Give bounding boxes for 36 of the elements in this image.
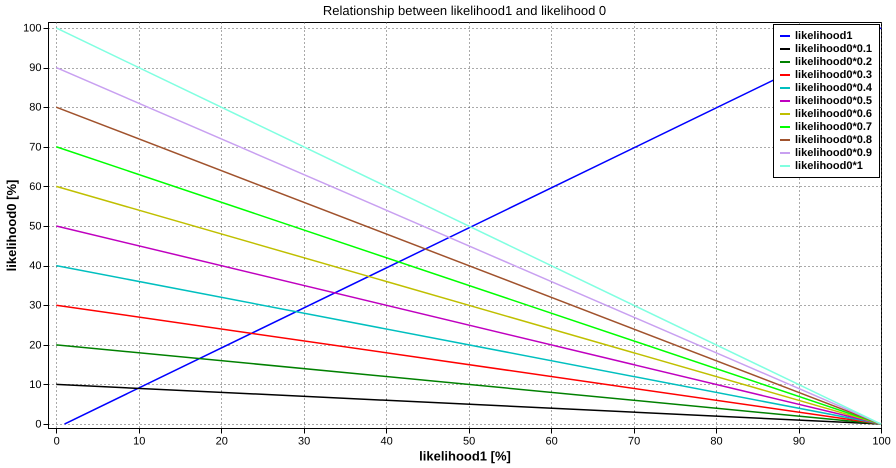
legend-label: likelihood0*0.3 — [795, 69, 872, 81]
x-tick-label: 70 — [628, 436, 640, 448]
x-tick-label: 100 — [872, 436, 891, 448]
y-tick-label: 100 — [23, 22, 42, 34]
x-tick-label: 50 — [463, 436, 476, 448]
y-tick-label: 40 — [29, 260, 42, 272]
x-axis-title: likelihood1 [%] — [419, 448, 511, 464]
legend-label: likelihood0*0.5 — [795, 95, 872, 107]
x-tick-label: 40 — [380, 436, 393, 448]
x-tick-label: 20 — [216, 436, 228, 448]
y-tick-label: 90 — [29, 62, 42, 74]
legend-label: likelihood0*0.4 — [795, 82, 873, 94]
y-tick-label: 0 — [35, 418, 42, 431]
legend-label: likelihood0*0.6 — [795, 108, 872, 120]
chart-title: Relationship between likelihood1 and likelihood 0 — [322, 2, 606, 18]
y-tick-label: 70 — [29, 141, 42, 154]
y-axis-title: likelihood0 [%] — [4, 180, 20, 272]
legend-label: likelihood1 — [795, 30, 852, 42]
x-tick-label: 0 — [54, 436, 60, 448]
y-tick-label: 10 — [29, 378, 42, 391]
y-tick-label: 50 — [29, 220, 42, 232]
x-tick-label: 30 — [298, 436, 310, 448]
legend-label: likelihood0*1 — [795, 160, 863, 172]
legend-label: likelihood0*0.9 — [795, 147, 872, 159]
x-tick-label: 90 — [792, 436, 806, 448]
y-tick-label: 60 — [29, 180, 42, 193]
y-tick-label: 80 — [29, 102, 42, 114]
legend-label: likelihood0*0.1 — [795, 43, 872, 55]
legend-label: likelihood0*0.7 — [795, 121, 872, 133]
y-tick-label: 20 — [29, 339, 42, 352]
legend-label: likelihood0*0.2 — [795, 56, 872, 68]
y-tick-label: 30 — [29, 300, 42, 312]
x-tick-label: 60 — [545, 436, 558, 448]
x-tick-label: 80 — [710, 436, 723, 448]
x-tick-label: 10 — [133, 436, 146, 448]
legend-label: likelihood0*0.8 — [795, 134, 872, 146]
